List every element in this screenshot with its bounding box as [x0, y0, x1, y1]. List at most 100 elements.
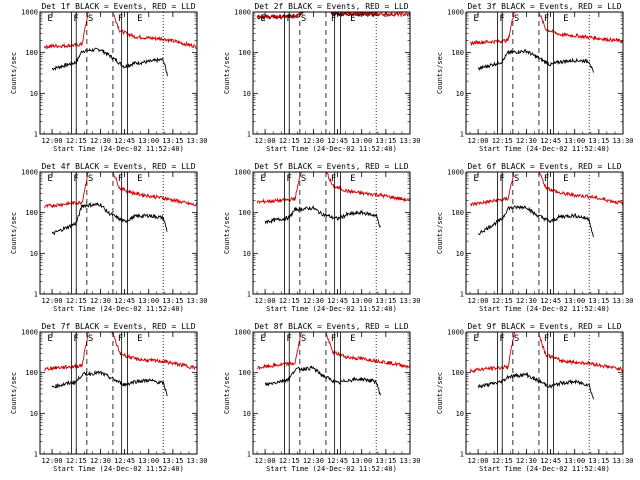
- x-tick-label: 12:45: [540, 297, 561, 305]
- events-series-line: [477, 371, 594, 400]
- y-axis-title: Counts/sec: [223, 212, 231, 254]
- x-axis-title: Start Time (24-Dec-02 11:52:40): [479, 465, 610, 473]
- plot-frame: [39, 331, 198, 455]
- x-axis-title: Start Time (24-Dec-02 11:52:40): [53, 465, 184, 473]
- x-tick-label: 12:30: [303, 137, 324, 145]
- panel-title: Det 3f BLACK = Events, RED = LLD: [467, 2, 621, 11]
- lld-series-line: [43, 12, 197, 50]
- marker-label: F: [544, 174, 549, 184]
- lld-series-line: [43, 172, 197, 209]
- marker-label: E: [563, 174, 568, 184]
- x-tick-label: 13:15: [375, 297, 396, 305]
- x-tick-label: 13:00: [351, 137, 372, 145]
- lld-series-line: [469, 172, 623, 207]
- panel-title: Det 7f BLACK = Events, RED = LLD: [41, 322, 195, 331]
- x-tick-label: 13:00: [564, 137, 585, 145]
- panel-title: Det 2f BLACK = Events, RED = LLD: [254, 2, 408, 11]
- y-tick-label: 1: [460, 451, 464, 459]
- x-tick-label: 13:30: [186, 457, 207, 465]
- lld-series-line: [256, 332, 410, 371]
- marker-label: F: [286, 174, 291, 184]
- events-series-line: [51, 47, 168, 77]
- y-tick-label: 1000: [447, 9, 464, 17]
- x-tick-label: 13:15: [162, 457, 183, 465]
- y-tick-label: 1: [460, 131, 464, 139]
- marker-label: F: [331, 334, 336, 344]
- x-tick-label: 13:00: [351, 297, 372, 305]
- y-tick-label: 100: [451, 209, 464, 217]
- x-tick-label: 13:30: [399, 457, 420, 465]
- x-axis-title: Start Time (24-Dec-02 11:52:40): [266, 305, 397, 313]
- x-tick-label: 13:30: [612, 297, 633, 305]
- marker-label: F: [331, 174, 336, 184]
- marker-label: E: [473, 174, 478, 184]
- events-series-line: [264, 365, 381, 396]
- marker-label: F: [286, 14, 291, 24]
- y-tick-label: 100: [25, 209, 38, 217]
- x-axis-title: Start Time (24-Dec-02 11:52:40): [479, 305, 610, 313]
- y-tick-label: 10: [30, 410, 38, 418]
- marker-label: E: [47, 14, 52, 24]
- x-tick-label: 12:15: [66, 297, 87, 305]
- y-tick-label: 100: [238, 209, 251, 217]
- x-tick-label: 13:00: [564, 457, 585, 465]
- y-axis-title: Counts/sec: [436, 52, 444, 94]
- events-series-line: [51, 369, 168, 397]
- y-axis-title: Counts/sec: [223, 372, 231, 414]
- marker-label: F: [118, 14, 123, 24]
- marker-label: S: [88, 334, 93, 344]
- lld-series-line: [256, 12, 410, 21]
- marker-label: F: [118, 334, 123, 344]
- marker-label: E: [563, 14, 568, 24]
- x-tick-label: 12:45: [327, 297, 348, 305]
- x-tick-label: 13:15: [588, 297, 609, 305]
- marker-label: F: [118, 174, 123, 184]
- lld-series-line: [469, 12, 623, 47]
- panel-title: Det 9f BLACK = Events, RED = LLD: [467, 322, 621, 331]
- marker-label: E: [260, 174, 265, 184]
- marker-label: E: [47, 334, 52, 344]
- x-tick-label: 12:15: [66, 457, 87, 465]
- x-tick-label: 13:00: [564, 297, 585, 305]
- marker-label: F: [499, 174, 504, 184]
- y-tick-label: 1000: [234, 329, 251, 337]
- marker-label: F: [331, 14, 336, 24]
- x-tick-label: 12:15: [279, 137, 300, 145]
- marker-label: S: [301, 334, 306, 344]
- x-tick-label: 12:45: [114, 297, 135, 305]
- plot-frame: [465, 331, 624, 455]
- x-tick-label: 12:00: [255, 297, 276, 305]
- x-tick-label: 12:00: [42, 457, 63, 465]
- y-axis-title: Counts/sec: [10, 372, 18, 414]
- x-tick-label: 12:30: [303, 457, 324, 465]
- x-tick-label: 12:00: [468, 297, 489, 305]
- x-tick-label: 12:15: [66, 137, 87, 145]
- y-tick-label: 1000: [21, 329, 38, 337]
- marker-label: E: [350, 174, 355, 184]
- y-axis-title: Counts/sec: [10, 52, 18, 94]
- x-tick-label: 12:30: [90, 457, 111, 465]
- x-tick-label: 13:00: [138, 137, 159, 145]
- panel-title: Det 6f BLACK = Events, RED = LLD: [467, 162, 621, 171]
- x-tick-label: 12:30: [516, 297, 537, 305]
- y-tick-label: 1: [34, 131, 38, 139]
- marker-label: E: [473, 334, 478, 344]
- x-axis-title: Start Time (24-Dec-02 11:52:40): [479, 145, 610, 153]
- x-tick-label: 13:00: [138, 297, 159, 305]
- x-tick-label: 13:15: [588, 137, 609, 145]
- panel-title: Det 1f BLACK = Events, RED = LLD: [41, 2, 195, 11]
- x-tick-label: 12:30: [516, 137, 537, 145]
- x-tick-label: 12:45: [114, 457, 135, 465]
- x-tick-label: 12:30: [516, 457, 537, 465]
- marker-label: E: [350, 334, 355, 344]
- marker-label: S: [301, 174, 306, 184]
- marker-label: E: [137, 334, 142, 344]
- x-tick-label: 13:30: [612, 457, 633, 465]
- marker-label: E: [47, 174, 52, 184]
